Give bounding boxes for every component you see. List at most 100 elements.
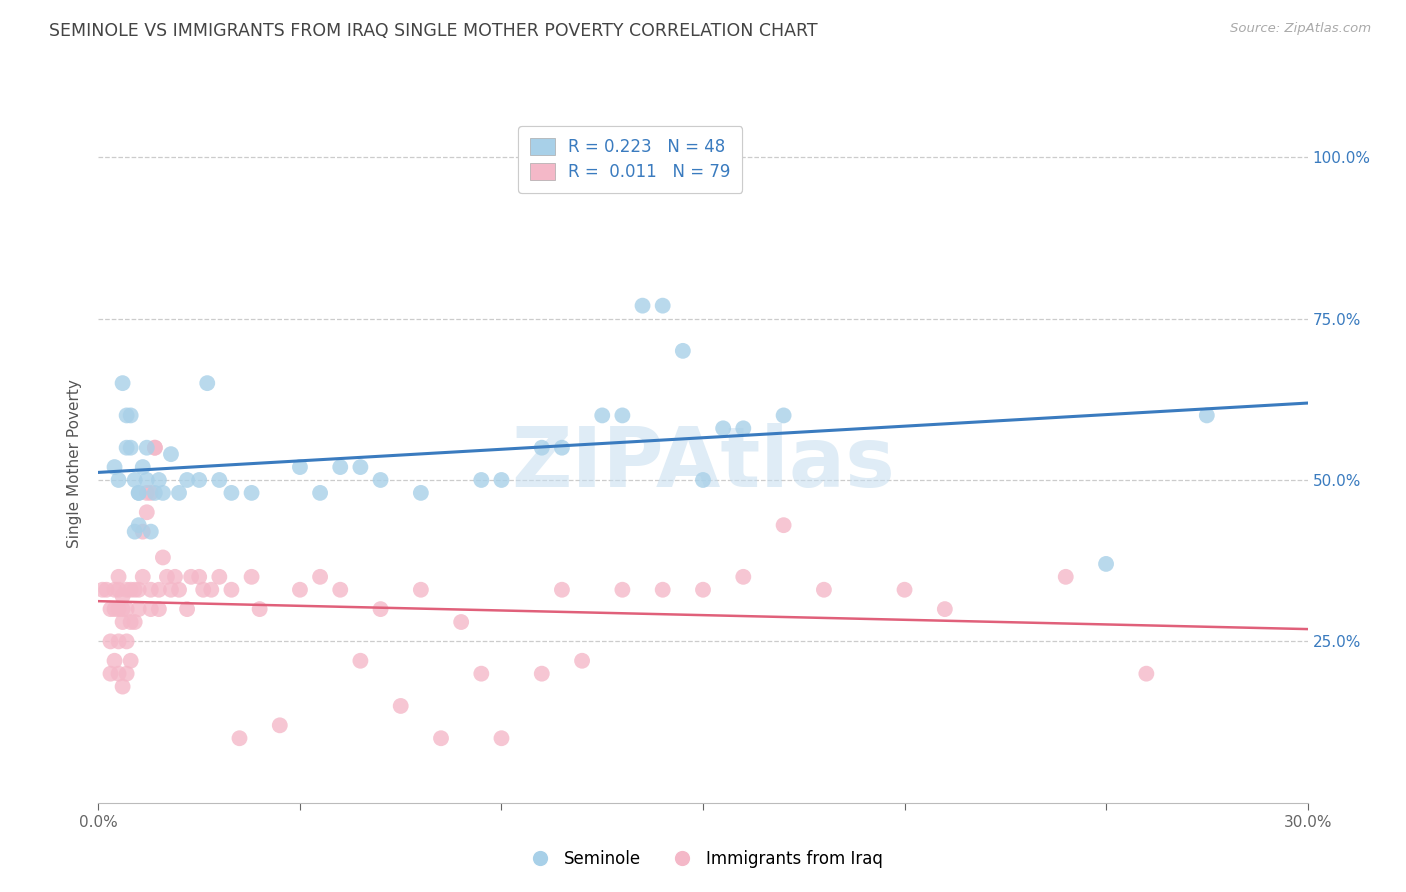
Point xyxy=(156,570,179,584)
Point xyxy=(107,602,129,616)
Point xyxy=(651,582,673,597)
Point xyxy=(132,570,155,584)
Point xyxy=(124,473,146,487)
Point xyxy=(128,486,150,500)
Point xyxy=(128,602,150,616)
Point xyxy=(176,473,198,487)
Point xyxy=(370,473,392,487)
Point xyxy=(1195,409,1218,423)
Point xyxy=(143,486,166,500)
Point xyxy=(111,602,134,616)
Point xyxy=(409,486,432,500)
Point xyxy=(132,524,155,539)
Point xyxy=(120,615,142,629)
Y-axis label: Single Mother Poverty: Single Mother Poverty xyxy=(66,379,82,549)
Point xyxy=(1095,557,1118,571)
Point xyxy=(530,666,553,681)
Point xyxy=(228,731,250,746)
Point xyxy=(240,486,263,500)
Point xyxy=(107,666,129,681)
Point xyxy=(120,441,142,455)
Point xyxy=(139,524,162,539)
Point xyxy=(111,680,134,694)
Text: SEMINOLE VS IMMIGRANTS FROM IRAQ SINGLE MOTHER POVERTY CORRELATION CHART: SEMINOLE VS IMMIGRANTS FROM IRAQ SINGLE … xyxy=(49,22,818,40)
Point xyxy=(193,582,215,597)
Point xyxy=(111,376,134,391)
Point xyxy=(160,582,183,597)
Point xyxy=(111,615,134,629)
Point xyxy=(152,550,174,565)
Point xyxy=(120,582,142,597)
Point xyxy=(288,460,311,475)
Point xyxy=(143,441,166,455)
Point xyxy=(370,602,392,616)
Point xyxy=(100,666,122,681)
Point xyxy=(221,582,243,597)
Point xyxy=(115,409,138,423)
Point xyxy=(221,486,243,500)
Point xyxy=(772,518,794,533)
Point xyxy=(491,473,513,487)
Point xyxy=(934,602,956,616)
Point xyxy=(208,570,231,584)
Point xyxy=(470,473,492,487)
Point xyxy=(551,441,574,455)
Point xyxy=(309,486,332,500)
Legend: R = 0.223   N = 48, R =  0.011   N = 79: R = 0.223 N = 48, R = 0.011 N = 79 xyxy=(519,127,742,193)
Point xyxy=(389,698,412,713)
Point xyxy=(180,570,202,584)
Point xyxy=(91,582,114,597)
Point xyxy=(135,473,157,487)
Point xyxy=(124,524,146,539)
Point xyxy=(115,441,138,455)
Point xyxy=(692,473,714,487)
Legend: Seminole, Immigrants from Iraq: Seminole, Immigrants from Iraq xyxy=(517,844,889,875)
Point xyxy=(530,441,553,455)
Point xyxy=(711,421,734,435)
Point xyxy=(107,473,129,487)
Point xyxy=(115,634,138,648)
Point xyxy=(139,582,162,597)
Point xyxy=(733,570,755,584)
Point xyxy=(167,582,190,597)
Point xyxy=(103,582,125,597)
Point xyxy=(148,602,170,616)
Point xyxy=(148,582,170,597)
Point xyxy=(672,343,695,358)
Text: ZIPAtlas: ZIPAtlas xyxy=(510,424,896,504)
Point xyxy=(107,634,129,648)
Point xyxy=(163,570,186,584)
Point xyxy=(692,582,714,597)
Point xyxy=(135,441,157,455)
Point xyxy=(124,615,146,629)
Point xyxy=(103,460,125,475)
Point xyxy=(128,486,150,500)
Point xyxy=(100,634,122,648)
Point xyxy=(148,473,170,487)
Point xyxy=(1135,666,1157,681)
Point xyxy=(135,486,157,500)
Point xyxy=(813,582,835,597)
Point xyxy=(96,582,118,597)
Point xyxy=(152,486,174,500)
Point xyxy=(115,666,138,681)
Point xyxy=(772,409,794,423)
Point xyxy=(349,654,371,668)
Point xyxy=(107,570,129,584)
Point xyxy=(349,460,371,475)
Point xyxy=(329,460,352,475)
Point xyxy=(132,460,155,475)
Point xyxy=(591,409,613,423)
Point xyxy=(107,582,129,597)
Point xyxy=(450,615,472,629)
Point xyxy=(309,570,332,584)
Point xyxy=(111,589,134,603)
Point xyxy=(139,602,162,616)
Point xyxy=(176,602,198,616)
Point xyxy=(651,299,673,313)
Point xyxy=(160,447,183,461)
Point xyxy=(115,602,138,616)
Point xyxy=(124,582,146,597)
Point xyxy=(188,473,211,487)
Point xyxy=(409,582,432,597)
